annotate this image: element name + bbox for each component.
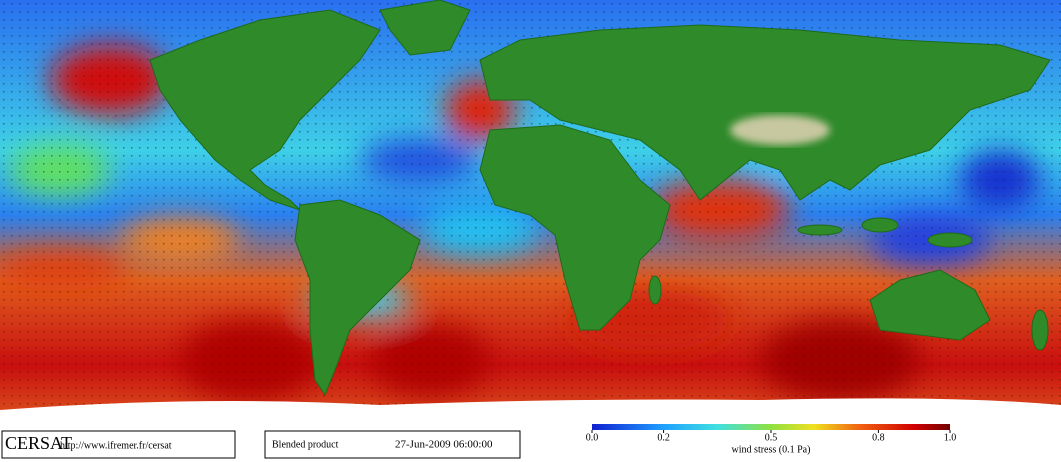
colorbar-tick-label: 0.0 bbox=[586, 432, 599, 443]
colorbar-tick-label: 1.0 bbox=[944, 432, 957, 443]
land bbox=[149, 0, 1051, 397]
colorbar-tick-label: 0.5 bbox=[765, 432, 778, 443]
logo-box bbox=[1, 430, 236, 459]
date: 27-Jun-2009 06:00:00 bbox=[395, 439, 493, 451]
url: http://www.ifremer.fr/cersat bbox=[60, 440, 172, 451]
logo: CERSAT bbox=[5, 433, 72, 453]
plateau bbox=[730, 115, 830, 145]
colorbar bbox=[592, 424, 950, 430]
colorbar-tick-label: 0.2 bbox=[657, 432, 670, 443]
antarctica bbox=[0, 398, 1061, 431]
colorbar-label: wind stress (0.1 Pa) bbox=[732, 444, 811, 455]
product: Blended product bbox=[272, 439, 339, 450]
info-box bbox=[264, 430, 521, 459]
colorbar-tick-label: 0.8 bbox=[872, 432, 885, 443]
